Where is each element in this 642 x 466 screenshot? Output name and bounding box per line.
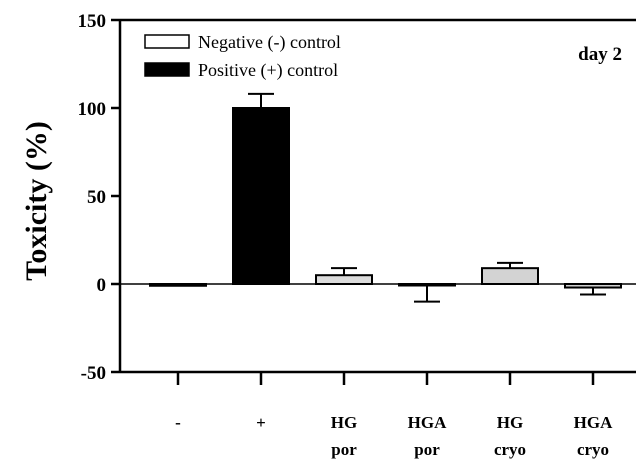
bar xyxy=(315,274,373,286)
x-tick-label: cryo xyxy=(577,440,609,459)
x-tick-label: por xyxy=(331,440,357,459)
y-axis-title: Toxicity (%) xyxy=(20,121,53,281)
legend: Negative (-) control Positive (+) control xyxy=(144,32,341,81)
x-tick-label: HG xyxy=(331,413,357,432)
y-tick-label: -50 xyxy=(81,363,106,384)
x-tick-label: cryo xyxy=(494,440,526,459)
x-tick-label: por xyxy=(414,440,440,459)
x-tick-label: HG xyxy=(497,413,523,432)
legend-swatch xyxy=(144,62,190,77)
y-tick-label: 0 xyxy=(97,275,107,296)
bar xyxy=(481,267,539,286)
x-tick-label: - xyxy=(175,413,181,432)
legend-label: Positive (+) control xyxy=(198,60,338,81)
y-tick-label: 150 xyxy=(78,11,107,32)
x-tick-label: HGA xyxy=(574,413,613,432)
legend-swatch xyxy=(144,34,190,49)
labels: -50 0 50 100 150 Toxicity (%) - + HG por HGA por HG c… xyxy=(20,11,622,459)
bar xyxy=(149,283,207,287)
y-tick-label: 100 xyxy=(78,99,107,120)
y-tick-label: 50 xyxy=(87,187,106,208)
bar xyxy=(232,107,290,285)
x-tick-label: HGA xyxy=(408,413,447,432)
error-bars xyxy=(248,92,606,303)
day-annotation: day 2 xyxy=(578,44,622,65)
bar xyxy=(564,283,622,289)
x-tick-label: + xyxy=(256,413,266,432)
legend-label: Negative (-) control xyxy=(198,32,341,53)
bars xyxy=(149,107,622,289)
